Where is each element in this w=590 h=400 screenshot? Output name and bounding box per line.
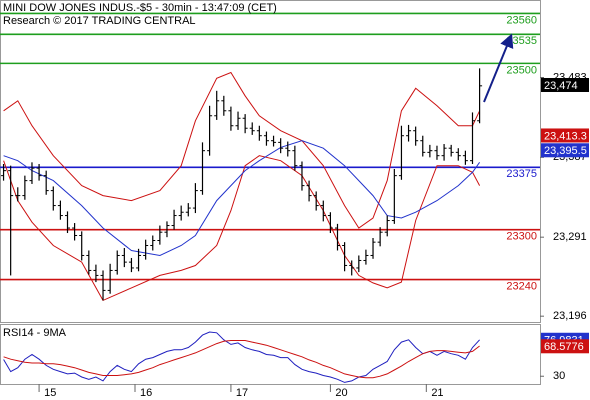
price-panel	[0, 0, 541, 323]
rsi-title: RSI14 - 9MA	[3, 327, 67, 339]
price-marker	[541, 128, 589, 143]
price-marker	[541, 143, 589, 158]
level-label: 23535	[506, 35, 537, 47]
price-marker-label: 23,474	[544, 80, 578, 92]
indicator-line	[3, 71, 481, 229]
chart-title: MINI DOW JONES INDUS.-$5 - 30min - 13:47…	[3, 2, 277, 14]
price-marker-label: 23,395.5	[544, 145, 587, 157]
level-label: 23560	[506, 14, 537, 26]
rsi-panel	[0, 324, 541, 385]
projection-arrow	[483, 33, 514, 103]
x-tick-label: 17	[236, 387, 248, 399]
price-marker	[541, 77, 589, 92]
price-marker	[541, 339, 589, 354]
y-tick-label: 23,291	[553, 231, 587, 243]
level-label: 23375	[506, 168, 537, 180]
indicator-line	[3, 140, 481, 257]
y-tick-label: 23,196	[553, 310, 587, 322]
x-tick-label: 21	[431, 387, 443, 399]
indicator-line	[3, 155, 481, 302]
level-label: 23300	[506, 231, 537, 243]
rsi-line	[3, 340, 480, 379]
x-tick-label: 16	[140, 387, 152, 399]
level-label: 23500	[506, 64, 537, 76]
x-tick-label: 15	[44, 387, 56, 399]
x-tick-label: 20	[335, 387, 347, 399]
level-label: 23240	[506, 280, 537, 292]
rsi-line	[3, 331, 480, 383]
y-tick-label: 30	[553, 370, 565, 382]
price-marker-label: 23,413.3	[544, 130, 587, 142]
chart-subtitle: Research © 2017 TRADING CENTRAL	[3, 15, 196, 27]
price-marker-label: 68.5776	[544, 341, 584, 353]
